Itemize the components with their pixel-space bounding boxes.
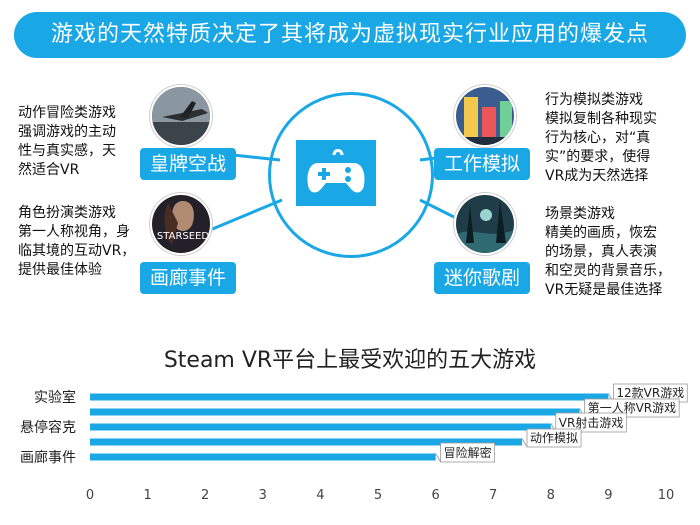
data-label: 动作模拟 — [521, 428, 582, 448]
genre-tag: 画廊事件 — [140, 262, 237, 294]
chart-title: Steam VR平台上最受欢迎的五大游戏 — [163, 348, 537, 373]
x-tick-label: 8 — [547, 488, 555, 503]
gamepad-icon — [307, 149, 365, 193]
x-tick-label: 2 — [201, 488, 209, 503]
genre-description: 行为模拟类游戏 模拟复制各种现实 行为核心，对“真 实”的要求，使得 VR成为天然选择 — [545, 92, 657, 184]
genre-description: 动作冒险类游戏 强调游戏的主动 性与真实感，天 然适合VR — [18, 105, 116, 178]
job-simulator-thumbnail — [454, 85, 516, 147]
bar — [90, 438, 522, 446]
x-tick-label: 6 — [431, 488, 439, 503]
data-label-leader — [521, 438, 528, 448]
data-label-box — [555, 412, 627, 433]
genre-tag: 迷你歌剧 — [434, 262, 531, 294]
starseed-wordmark: STARSEED — [157, 231, 209, 242]
data-label: 12款VR游戏 — [608, 383, 688, 403]
data-label-box — [584, 398, 680, 418]
x-tick-label: 10 — [658, 488, 675, 503]
genre-tag: 工作模拟 — [434, 148, 531, 180]
data-label-box — [440, 442, 496, 463]
data-label-text: 12款VR游戏 — [616, 386, 684, 400]
ace-combat-thumbnail — [150, 85, 212, 147]
data-label-box — [526, 428, 582, 448]
data-label-text: 冒险解密 — [444, 445, 492, 460]
page-banner: 游戏的天然特质决定了其将成为虚拟现实行业应用的爆发点 — [14, 12, 686, 58]
gamepad-badge — [296, 140, 376, 206]
x-tick-label: 1 — [143, 488, 151, 503]
data-label-text: 动作模拟 — [530, 431, 578, 445]
data-label-text: VR射击游戏 — [559, 415, 624, 430]
genre-tag: 皇牌空战 — [140, 148, 237, 180]
starseed-thumbnail: STARSEED — [150, 193, 212, 255]
genre-description: 角色扮演类游戏 第一人称视角，身 临其境的互动VR， 提供最佳体验 — [18, 205, 136, 278]
x-tick-label: 5 — [374, 488, 382, 503]
category-label: 画廊事件 — [20, 449, 76, 466]
category-label: 悬停容克 — [20, 419, 76, 436]
data-label: 第一人称VR游戏 — [579, 398, 680, 418]
center-ring — [268, 92, 434, 258]
bar — [90, 393, 609, 401]
category-label: 实验室 — [34, 389, 76, 406]
data-label-leader — [435, 453, 441, 463]
data-label: 冒险解密 — [435, 442, 496, 463]
bar — [90, 453, 436, 461]
mini-opera-thumbnail — [454, 193, 516, 255]
x-tick-label: 7 — [489, 488, 497, 503]
data-label: VR射击游戏 — [550, 412, 627, 433]
genre-description: 场景类游戏 精美的画质，恢宏 的场景，真人表演 和空灵的背景音乐， VR无疑是最佳选择 — [545, 206, 671, 298]
x-tick-label: 3 — [259, 488, 267, 503]
x-tick-label: 0 — [86, 488, 94, 503]
bar — [90, 423, 551, 431]
x-tick-label: 9 — [604, 488, 612, 503]
data-label-text: 第一人称VR游戏 — [588, 401, 677, 415]
bar — [90, 408, 580, 416]
x-tick-label: 4 — [316, 488, 324, 503]
